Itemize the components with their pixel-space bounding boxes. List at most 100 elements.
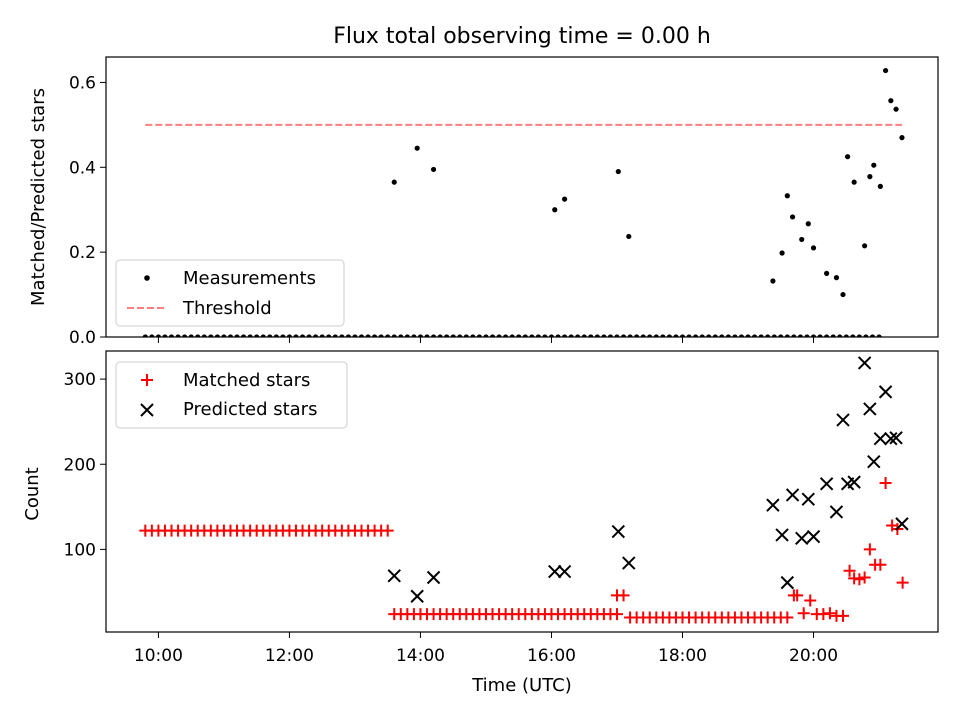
measurement-point xyxy=(758,334,764,337)
measurement-point xyxy=(833,275,840,281)
matched-star-point xyxy=(381,524,394,537)
top-y-tick-label: 0.2 xyxy=(69,243,96,263)
measurement-point xyxy=(799,236,805,243)
matched-star-point xyxy=(797,607,810,620)
measurement-point xyxy=(647,334,653,337)
matched-star-point xyxy=(874,558,887,571)
predicted-star-point xyxy=(806,529,821,544)
measurement-point xyxy=(509,334,515,337)
measurement-point xyxy=(679,334,686,337)
predicted-star-point xyxy=(829,505,844,519)
measurement-point xyxy=(837,334,843,337)
bottom-x-tick-label: 12:00 xyxy=(265,646,314,666)
measurement-point xyxy=(615,168,621,175)
measurement-point xyxy=(856,334,862,337)
measurement-point xyxy=(339,334,345,337)
measurement-point xyxy=(208,334,214,337)
measurement-point xyxy=(542,334,548,337)
measurement-point xyxy=(365,334,371,337)
measurement-point xyxy=(267,334,273,337)
measurement-point xyxy=(779,250,785,256)
measurement-point xyxy=(568,334,574,337)
bottom-x-tick-label: 10:00 xyxy=(134,646,183,666)
measurement-point xyxy=(483,334,489,337)
legend-threshold-label: Threshold xyxy=(182,298,272,319)
measurement-point xyxy=(430,334,437,337)
measurement-point xyxy=(804,334,810,337)
measurement-point xyxy=(810,245,817,251)
top-axes: 0.0 0.2 0.4 0.6 Matched/Predicted stars Mea… xyxy=(28,56,939,348)
measurement-point xyxy=(666,334,673,337)
measurement-point xyxy=(601,334,607,337)
measurement-point xyxy=(614,334,620,337)
measurement-point xyxy=(149,334,155,337)
bottom-axes-frame xyxy=(105,350,939,633)
predicted-star-point xyxy=(785,488,800,502)
predicted-star-point xyxy=(387,569,401,583)
measurement-point xyxy=(653,334,659,337)
measurement-point xyxy=(234,334,240,337)
top-y-axis-label: Matched/Predicted stars xyxy=(28,88,49,306)
measurement-point xyxy=(195,334,201,337)
matched-star-point xyxy=(837,609,850,622)
predicted-star-point xyxy=(622,556,636,570)
bottom-x-tick-label: 16:00 xyxy=(527,646,576,666)
measurement-point xyxy=(306,334,312,337)
matched-star-point xyxy=(843,564,856,577)
measurement-point xyxy=(863,334,869,337)
bottom-x-tick-label: 18:00 xyxy=(658,646,707,666)
measurement-point xyxy=(555,334,561,337)
measurement-point xyxy=(844,154,851,160)
bottom-y-tick-label: 200 xyxy=(64,455,96,475)
bottom-plot-area xyxy=(139,356,909,624)
measurement-point xyxy=(240,334,247,337)
predicted-star-point xyxy=(889,431,903,445)
predicted-star-point xyxy=(857,356,872,370)
measurement-point xyxy=(594,334,600,337)
measurement-point xyxy=(247,334,253,337)
measurement-point xyxy=(888,98,894,104)
measurement-point xyxy=(293,334,299,337)
measurement-point xyxy=(371,334,378,337)
measurement-point xyxy=(175,334,181,337)
measurement-point xyxy=(745,334,751,337)
measurement-point xyxy=(732,334,738,337)
predicted-star-point xyxy=(878,385,893,399)
predicted-star-point xyxy=(548,564,562,579)
measurement-point xyxy=(765,334,771,337)
measurement-point xyxy=(869,334,876,337)
measurement-point xyxy=(778,334,784,337)
measurement-point xyxy=(843,334,849,337)
matched-star-point xyxy=(823,607,836,620)
measurement-point xyxy=(516,334,522,337)
measurement-point xyxy=(824,270,830,276)
measurement-point xyxy=(417,334,424,337)
legend-predicted-marker xyxy=(140,403,154,417)
top-legend: Measurements Threshold xyxy=(115,259,345,327)
bottom-axes-ticks: 100 200 300 10:00 12:00 14:00 16:00 18:00 20:00 xyxy=(64,370,838,666)
measurement-point xyxy=(188,334,194,337)
measurement-point xyxy=(871,162,877,168)
legend-matched-marker xyxy=(141,374,153,386)
measurement-point xyxy=(535,334,541,337)
measurement-point xyxy=(280,334,286,337)
measurement-point xyxy=(805,221,811,227)
measurement-point xyxy=(581,334,587,337)
measurement-point xyxy=(463,334,469,337)
measurement-point xyxy=(430,166,437,173)
top-axes-ticks: 0.0 0.2 0.4 0.6 xyxy=(69,73,815,348)
legend-measurements-label: Measurements xyxy=(183,268,316,289)
measurement-point xyxy=(260,334,266,337)
predicted-star-point xyxy=(766,498,780,512)
predicted-star-point xyxy=(884,431,898,446)
top-y-tick-label: 0.4 xyxy=(69,158,96,178)
measurement-point xyxy=(385,334,391,337)
measurement-point xyxy=(476,334,483,337)
measurement-point xyxy=(391,334,397,337)
measurement-point xyxy=(862,243,868,249)
measurement-point xyxy=(319,334,325,337)
measurement-point xyxy=(791,334,797,337)
measurement-point xyxy=(840,291,846,298)
measurement-point xyxy=(286,334,293,337)
measurement-point xyxy=(751,334,758,337)
